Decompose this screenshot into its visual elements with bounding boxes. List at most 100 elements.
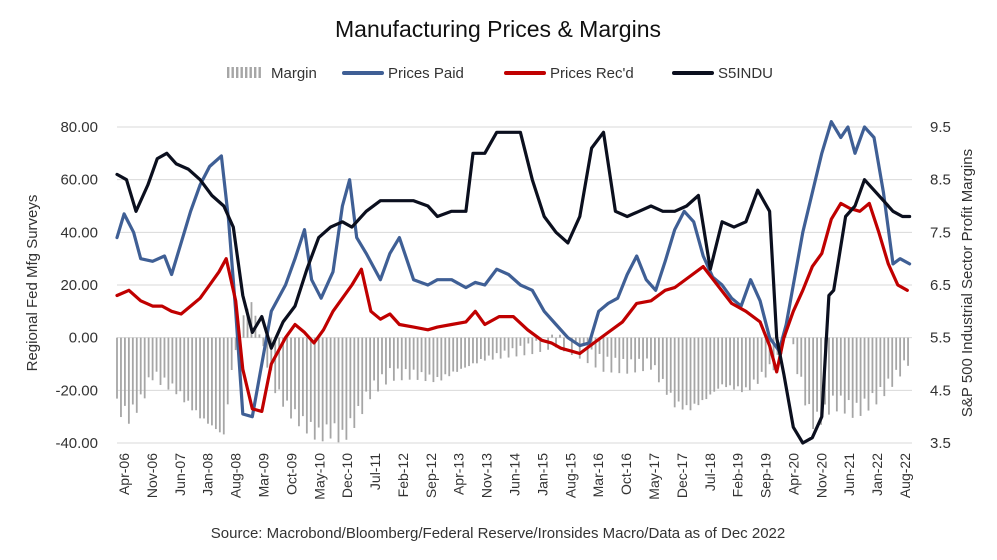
margin-bar <box>401 338 403 381</box>
legend-swatch-margin <box>259 67 261 78</box>
margin-bar <box>389 338 391 368</box>
x-tick-label: Aug-22 <box>897 453 913 498</box>
margin-bar <box>140 338 142 395</box>
margin-bar <box>761 338 763 372</box>
margin-bar <box>152 338 154 381</box>
margin-bar <box>373 338 375 381</box>
margin-bar <box>626 338 628 374</box>
margin-bar <box>804 338 806 406</box>
legend-swatch-margin <box>232 67 234 78</box>
x-tick-label: Dec-17 <box>674 453 690 498</box>
margin-bar <box>365 338 367 392</box>
x-tick-label: Apr-20 <box>785 453 801 495</box>
margin-bar <box>733 338 735 390</box>
margin-bar <box>452 338 454 372</box>
x-tick-label: Apr-13 <box>451 453 467 495</box>
margin-bar <box>258 334 260 337</box>
x-tick-label: Mar-16 <box>590 453 606 498</box>
x-tick-label: Jan-15 <box>534 453 550 496</box>
margin-bar <box>223 338 225 435</box>
y-right-tick-label: 9.5 <box>930 119 951 136</box>
x-tick-label: Sep-12 <box>423 453 439 498</box>
margin-bar <box>520 338 522 346</box>
x-tick-label: Oct-16 <box>618 453 634 495</box>
margin-bar <box>670 338 672 393</box>
y-left-tick-label: 20.00 <box>60 277 98 294</box>
margin-bar <box>630 338 632 360</box>
y-left-tick-label: 80.00 <box>60 119 98 136</box>
margin-bar <box>429 338 431 375</box>
margin-bar <box>634 338 636 373</box>
margin-bar <box>448 338 450 377</box>
margin-bar <box>887 338 889 379</box>
margin-bar <box>195 338 197 411</box>
margin-bar <box>440 338 442 381</box>
margin-bar <box>800 338 802 377</box>
source-note: Source: Macrobond/Bloomberg/Federal Rese… <box>211 525 785 542</box>
legend-label-s5indu: S5INDU <box>718 65 773 82</box>
margin-bar <box>709 338 711 395</box>
x-tick-label: Dec-10 <box>339 453 355 498</box>
margin-bar <box>796 338 798 374</box>
margin-bar <box>413 338 415 370</box>
margin-bar <box>164 338 166 378</box>
legend-swatch-margin <box>250 67 252 78</box>
margin-bar <box>124 338 126 406</box>
margin-bar <box>421 338 423 372</box>
margin-bar <box>286 338 288 401</box>
margin-bar <box>191 338 193 411</box>
y-right-tick-label: 4.5 <box>930 382 951 399</box>
x-tick-label: Nov-13 <box>479 453 495 498</box>
margin-bar <box>721 338 723 385</box>
margin-bar <box>614 338 616 358</box>
margin-bar <box>175 338 177 395</box>
margin-bar <box>357 338 359 406</box>
y-left-tick-label: 60.00 <box>60 172 98 189</box>
margin-bar <box>306 338 308 434</box>
margin-bar <box>895 338 897 370</box>
margin-bar <box>132 338 134 405</box>
margin-bar <box>199 338 201 419</box>
margin-bar <box>792 338 794 345</box>
margin-bar <box>682 338 684 410</box>
x-tick-label: Jun-21 <box>841 453 857 496</box>
y-axis-right-ticks: 3.54.55.56.57.58.59.5 <box>930 119 951 452</box>
margin-bar <box>527 338 529 344</box>
x-tick-label: Mar-09 <box>255 453 271 498</box>
legend-label-prices-rec-d: Prices Rec'd <box>550 65 634 82</box>
margin-bar <box>211 338 213 426</box>
margin-bar <box>844 338 846 414</box>
margin-bar <box>603 338 605 372</box>
margin-bar <box>749 338 751 391</box>
margin-bar <box>891 338 893 387</box>
x-tick-label: Jan-08 <box>200 453 216 496</box>
margin-bar <box>393 338 395 381</box>
x-tick-label: Sep-19 <box>758 453 774 498</box>
x-tick-label: Jun-07 <box>172 453 188 496</box>
margin-bar <box>500 338 502 359</box>
margin-bar <box>468 338 470 366</box>
margin-bar <box>314 338 316 440</box>
margin-bar <box>480 338 482 359</box>
series-line-prices-paid <box>117 122 910 417</box>
x-tick-label: Oct-09 <box>283 453 299 495</box>
margin-bar <box>516 338 518 357</box>
margin-bar <box>508 338 510 358</box>
margin-bar <box>579 338 581 359</box>
margin-bar <box>662 338 664 379</box>
margin-bar <box>187 338 189 401</box>
margin-bar <box>848 338 850 400</box>
margin-bar <box>607 338 609 357</box>
margin-bar <box>705 338 707 399</box>
margin-bar <box>852 338 854 418</box>
margin-bar <box>638 338 640 359</box>
margin-bar <box>219 338 221 433</box>
margin-bar <box>717 338 719 389</box>
x-tick-label: Aug-08 <box>228 453 244 498</box>
margin-bar <box>876 338 878 405</box>
y-left-tick-label: 40.00 <box>60 224 98 241</box>
margin-bar <box>342 338 344 430</box>
margin-bar <box>654 338 656 366</box>
margin-bar <box>840 338 842 396</box>
